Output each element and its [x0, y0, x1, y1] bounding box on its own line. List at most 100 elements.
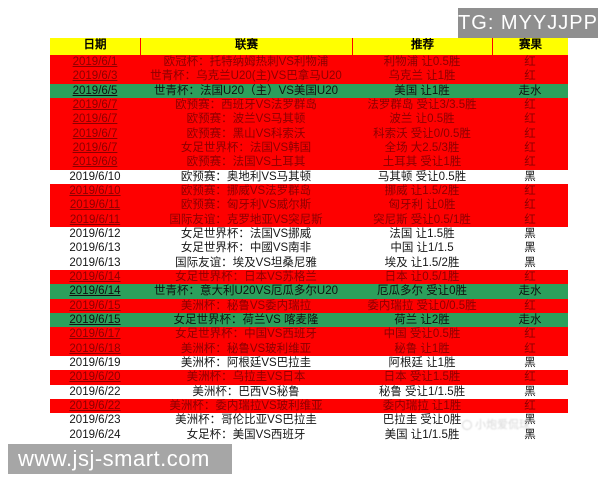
row-date: 2019/6/20	[69, 371, 121, 384]
row-date: 2019/6/14	[69, 270, 121, 283]
row-league-match: 欧预赛：挪威VS法罗群岛	[180, 184, 312, 197]
row-league-match: 欧预赛：匈牙利VS威尔斯	[180, 199, 312, 212]
row-date: 2019/6/11	[69, 213, 121, 226]
tg-contact-badge: TG: MYYJJPP	[458, 8, 598, 38]
row-date: 2019/6/7	[72, 141, 118, 154]
row-date: 2019/6/23	[69, 414, 121, 427]
row-league-match: 美洲杯：阿根廷VS巴拉圭	[180, 356, 312, 369]
row-recommendation: 科索沃 受让0/0.5胜	[373, 127, 471, 140]
row-result-badge: 红	[524, 141, 536, 154]
row-result-badge: 走水	[518, 84, 542, 97]
row-league-match: 女足世界杯：中国VS西班牙	[175, 328, 317, 341]
row-date: 2019/6/19	[69, 356, 121, 369]
row-result-badge: 黑	[524, 242, 536, 255]
row-recommendation: 波兰 让0.5胜	[389, 113, 455, 126]
table-row: 2019/6/13 国际友谊：埃及VS坦桑尼雅 埃及 让1.5/2胜 黑	[50, 255, 568, 270]
row-league-match: 美洲杯：哥伦比亚VS巴拉圭	[175, 414, 317, 427]
row-result-badge: 红	[524, 299, 536, 312]
row-result-badge: 走水	[518, 313, 542, 326]
row-date: 2019/6/17	[69, 328, 121, 341]
row-recommendation: 土耳其 受让1胜	[382, 156, 462, 169]
row-result-badge: 红	[524, 213, 536, 226]
row-recommendation: 突尼斯 受让0.5/1胜	[373, 213, 471, 226]
row-recommendation: 荷兰 让2胜	[394, 313, 450, 326]
row-result-badge: 红	[524, 199, 536, 212]
header-recommendation: 推荐	[352, 38, 492, 55]
row-league-match: 国际友谊：埃及VS坦桑尼雅	[175, 256, 317, 269]
row-recommendation: 美国 让1胜	[394, 84, 450, 97]
row-recommendation: 全场 大2.5/3胜	[384, 141, 460, 154]
row-league-match: 美洲杯：秘鲁VS玻利维亚	[180, 342, 312, 355]
row-result-badge: 红	[524, 98, 536, 111]
row-date: 2019/6/24	[69, 428, 121, 441]
row-recommendation: 中国 让1/1.5	[390, 242, 454, 255]
row-recommendation: 阿根廷 让1胜	[388, 356, 456, 369]
row-league-match: 女足世界杯：法国VS挪威	[180, 227, 312, 240]
row-recommendation: 中国 受让0.5胜	[383, 328, 461, 341]
row-league-match: 美洲杯：秘鲁VS委内瑞拉	[180, 299, 312, 312]
row-recommendation: 秘鲁 让1胜	[394, 342, 450, 355]
table-row: 2019/6/14 女足世界杯：日本VS苏格兰 日本 让0.5/1胜 红	[50, 269, 568, 285]
row-date: 2019/6/1	[72, 56, 118, 68]
row-date: 2019/6/13	[69, 242, 121, 255]
row-league-match: 欧预赛：法国VS土耳其	[186, 156, 306, 169]
row-result-badge: 红	[524, 70, 536, 83]
row-league-match: 国际友谊：克罗地亚VS突尼斯	[169, 213, 323, 226]
row-result-badge: 红	[524, 184, 536, 197]
table-row: 2019/6/15 女足世界杯：荷兰VS 喀麦隆 荷兰 让2胜 走水	[50, 312, 568, 328]
row-result-badge: 红	[524, 156, 536, 169]
row-date: 2019/6/5	[72, 84, 118, 97]
row-recommendation: 乌克兰 让1胜	[388, 70, 456, 83]
row-recommendation: 利物浦 让0.5胜	[383, 56, 461, 68]
row-recommendation: 挪威 让1.5/2胜	[384, 184, 460, 197]
row-result-badge: 红	[524, 270, 536, 283]
table-row: 2019/6/7 女足世界杯：法国VS韩国 全场 大2.5/3胜 红	[50, 140, 568, 156]
row-recommendation: 美国 让1/1.5胜	[384, 428, 460, 441]
row-league-match: 女足世界杯：日本VS苏格兰	[175, 270, 317, 283]
row-date: 2019/6/10	[69, 170, 121, 183]
row-date: 2019/6/15	[69, 299, 121, 312]
table-row: 2019/6/10 欧预赛：挪威VS法罗群岛 挪威 让1.5/2胜 红	[50, 183, 568, 199]
row-date: 2019/6/10	[69, 184, 121, 197]
row-result-badge: 红	[524, 113, 536, 126]
row-recommendation: 马其顿 受让0.5胜	[377, 170, 467, 183]
table-row: 2019/6/22 美洲杯：巴西VS秘鲁 秘鲁 受让1/1.5胜 黑	[50, 384, 568, 399]
row-result-badge: 红	[524, 328, 536, 341]
row-date: 2019/6/7	[72, 98, 118, 111]
row-result-badge: 走水	[518, 285, 542, 298]
header-date: 日期	[83, 39, 107, 51]
table-header-row: 日期 联赛 推荐 赛果	[50, 38, 568, 55]
row-league-match: 女足世界杯：法国VS韩国	[180, 141, 312, 154]
table-row: 2019/6/8 欧预赛：法国VS土耳其 土耳其 受让1胜 红	[50, 155, 568, 170]
row-date: 2019/6/11	[69, 199, 121, 212]
table-row: 2019/6/18 美洲杯：秘鲁VS玻利维亚 秘鲁 让1胜 红	[50, 341, 568, 356]
row-recommendation: 日本 让0.5/1胜	[384, 270, 460, 283]
row-date: 2019/6/22	[69, 385, 121, 398]
row-recommendation: 法国 让1.5胜	[389, 227, 455, 240]
table-row: 2019/6/11 欧预赛：匈牙利VS威尔斯 匈牙利 让0胜 红	[50, 198, 568, 213]
row-date: 2019/6/7	[72, 127, 118, 140]
row-league-match: 欧预赛：奥地利VS马其顿	[180, 170, 312, 183]
row-league-match: 欧预赛：黑山VS科索沃	[186, 127, 306, 140]
row-recommendation: 委内瑞拉 让1胜	[382, 399, 462, 412]
row-league-match: 女足世界杯：中國VS南非	[180, 242, 312, 255]
row-league-match: 世青杯：乌克兰U20(主)VS巴拿马U20	[150, 70, 342, 83]
table-row: 2019/6/15 美洲杯：秘鲁VS委内瑞拉 委内瑞拉 受让0/0.5胜 红	[50, 298, 568, 313]
row-result-badge: 黑	[524, 170, 536, 183]
row-recommendation: 秘鲁 受让1/1.5胜	[378, 385, 466, 398]
table-row: 2019/6/7 欧预赛：波兰VS马其顿 波兰 让0.5胜 红	[50, 112, 568, 127]
table-row: 2019/6/17 女足世界杯：中国VS西班牙 中国 受让0.5胜 红	[50, 327, 568, 342]
row-result-badge: 红	[524, 371, 536, 384]
row-league-match: 欧预赛：西班牙VS法罗群岛	[175, 98, 317, 111]
row-recommendation: 厄瓜多尔 受让0胜	[376, 285, 468, 298]
row-league-match: 美洲杯：委内瑞拉VS玻利维亚	[169, 399, 323, 412]
row-league-match: 欧预赛：波兰VS马其顿	[186, 113, 306, 126]
table-row: 2019/6/19 美洲杯：阿根廷VS巴拉圭 阿根廷 让1胜 黑	[50, 355, 568, 371]
row-date: 2019/6/15	[69, 313, 121, 326]
row-league-match: 美洲杯：巴西VS秘鲁	[192, 385, 300, 398]
header-result: 赛果	[492, 38, 568, 55]
row-date: 2019/6/22	[69, 399, 121, 412]
row-result-badge: 红	[524, 127, 536, 140]
row-date: 2019/6/13	[69, 256, 121, 269]
